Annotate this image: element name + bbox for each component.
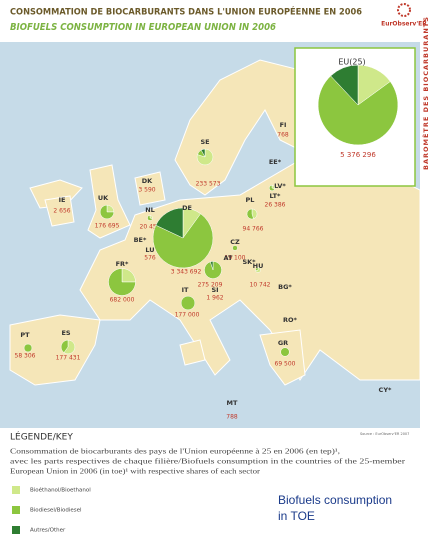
- pie-slice: [63, 339, 76, 355]
- country-value: 233 573: [196, 181, 221, 188]
- country-value: 69 500: [275, 361, 296, 368]
- country-label: CY*: [379, 386, 392, 394]
- logo-icon: [397, 3, 411, 17]
- side-title: BAROMÈTRE DES BIOCARBURANTS: [421, 16, 430, 170]
- country-value: 2 656: [53, 208, 70, 215]
- land: [134, 171, 166, 206]
- country-label: NL: [145, 206, 155, 214]
- land: [87, 164, 131, 239]
- country-label: SE: [200, 138, 209, 146]
- legend-title: LÉGENDE/KEY: [10, 431, 73, 443]
- country-label: FR*: [116, 260, 129, 268]
- pie-slice: [180, 295, 196, 311]
- eu-label: EU(25): [338, 58, 365, 67]
- country-label: DE: [182, 204, 192, 212]
- pie-slice: [255, 267, 259, 272]
- country-label: RO*: [283, 316, 298, 324]
- country-label: EE*: [269, 158, 282, 166]
- pie-slice: [155, 207, 184, 239]
- country-label: BE*: [134, 236, 147, 244]
- country-value: 682 000: [110, 297, 135, 304]
- pie-slice: [147, 215, 153, 221]
- country-label: LT*: [270, 192, 281, 200]
- country-label: PL: [246, 196, 255, 204]
- legend-swatch: [12, 506, 20, 514]
- pie-slice: [23, 343, 33, 353]
- country-value: 275 209: [198, 282, 223, 289]
- land: [179, 339, 206, 366]
- country-label: MT: [227, 399, 238, 407]
- pie-slice: [210, 261, 214, 271]
- pie-slice: [280, 347, 290, 357]
- pie-slice: [99, 204, 115, 220]
- country-label: IE: [59, 196, 66, 204]
- country-label: DK: [142, 177, 153, 185]
- caption-line: Consommation de biocarburants des pays d…: [10, 448, 340, 456]
- pie-slice: [246, 208, 254, 220]
- country-label: HU: [253, 262, 264, 270]
- caption-line: avec les parts respectives de chaque fil…: [10, 458, 406, 466]
- source: Source : EurObserv'ER 2007: [360, 432, 409, 436]
- pie-slice: [196, 148, 214, 166]
- country-label: PT: [20, 331, 30, 339]
- country-value: 58 306: [15, 353, 36, 360]
- country-label: SK*: [242, 258, 256, 266]
- country-value: 768: [277, 132, 289, 139]
- legend-swatch: [12, 486, 20, 494]
- country-value: 3 590: [138, 187, 155, 194]
- pie-slice: [60, 339, 69, 353]
- pie-slice: [108, 268, 136, 296]
- land: [259, 329, 306, 386]
- country-label: AT: [224, 254, 234, 262]
- pie-slice: [200, 148, 206, 158]
- title-en: BIOFUELS CONSUMPTION IN EUROPEAN UNION I…: [10, 22, 276, 33]
- eu-value: 5 376 296: [340, 151, 376, 159]
- country-label: ES: [61, 329, 70, 337]
- country-value: 177 000: [175, 312, 200, 319]
- country-label: GR: [278, 339, 288, 347]
- note-line: in TOE: [278, 509, 315, 523]
- country-value: 788: [226, 414, 238, 421]
- country-value: 10 742: [250, 282, 271, 289]
- caption-line: European Union in 2006 (in toe)¹ with re…: [10, 468, 261, 476]
- country-value: 94 766: [243, 226, 264, 233]
- logo: EurObserv'ER: [381, 21, 427, 28]
- country-label: LU: [145, 246, 154, 254]
- land: [9, 314, 101, 386]
- country-value: 177 431: [56, 355, 81, 362]
- pie-slice: [152, 213, 214, 269]
- country-value: 176 695: [95, 223, 120, 230]
- country-label: SI: [211, 286, 218, 294]
- country-value: 20 450: [140, 224, 161, 231]
- legend-swatch: [12, 526, 20, 534]
- legend-label: Biodiesel/Biodiesel: [30, 508, 82, 514]
- title-fr: CONSOMMATION DE BIOCARBURANTS DANS L'UNI…: [10, 6, 362, 18]
- country-label: IT: [182, 286, 189, 294]
- country-label: FI: [280, 121, 287, 129]
- country-value: 1 962: [206, 295, 223, 302]
- land: [44, 195, 75, 227]
- country-label: UK: [98, 194, 109, 202]
- country-value: 19 100: [225, 255, 246, 262]
- legend-label: Bioéthanol/Bioethanol: [30, 487, 91, 494]
- pie-slice: [269, 185, 275, 191]
- country-value: 26 386: [265, 202, 286, 209]
- country-value: 3 343 692: [171, 269, 202, 276]
- country-label: LV*: [274, 182, 286, 190]
- country-label: CZ: [230, 238, 240, 246]
- pie-slice: [232, 245, 238, 251]
- country-value: 576: [144, 255, 156, 262]
- country-label: BG*: [278, 283, 292, 291]
- legend-label: Autres/Other: [30, 528, 66, 534]
- pie-slice: [330, 64, 359, 106]
- pie-slice: [317, 75, 399, 146]
- note-line: Biofuels consumption: [278, 493, 392, 507]
